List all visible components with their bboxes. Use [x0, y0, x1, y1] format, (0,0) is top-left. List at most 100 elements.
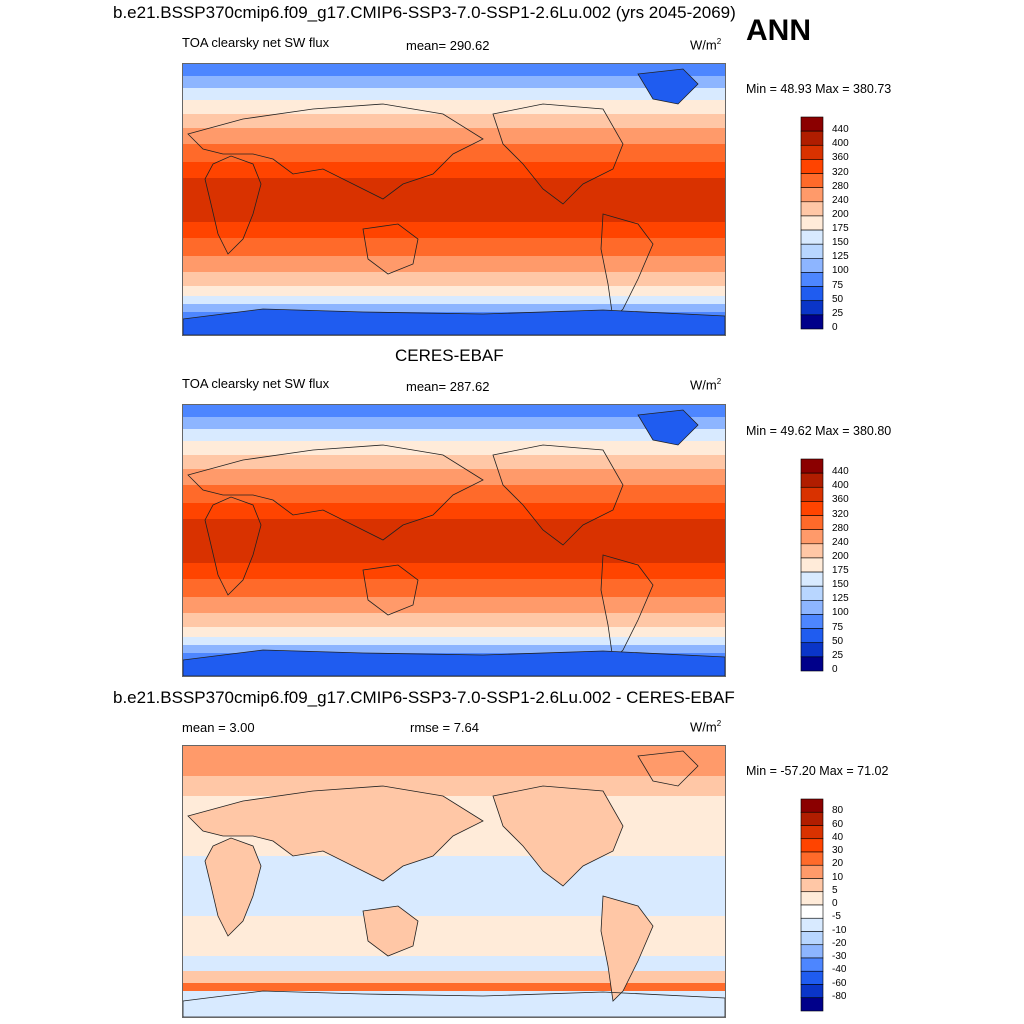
colorbar-swatch	[800, 286, 824, 302]
colorbar-swatch	[800, 515, 824, 530]
panel-model-title: b.e21.BSSP370cmip6.f09_g17.CMIP6-SSP3-7.…	[113, 3, 736, 22]
colorbar-swatch	[800, 891, 824, 906]
colorbar-tick-label: 150	[832, 579, 849, 591]
map-band	[183, 856, 725, 916]
colorbar-tick-label: 360	[832, 494, 849, 506]
panel-obs-minmax: Min = 49.62 Max = 380.80	[746, 424, 892, 438]
colorbar-swatch	[800, 851, 824, 866]
colorbar-tick-label: 75	[832, 621, 844, 633]
colorbar-tick-label: -80	[832, 990, 847, 1002]
colorbar-tick-label: 240	[832, 194, 849, 206]
map-band	[183, 272, 725, 286]
colorbar-swatch	[800, 258, 824, 273]
coastline	[204, 496, 262, 596]
coastline	[637, 409, 699, 446]
colorbar-tick-label: -10	[832, 924, 847, 936]
map-band	[183, 485, 725, 503]
colorbar-tick-label: 440	[832, 466, 849, 478]
colorbar-tick-label: -20	[832, 937, 847, 949]
colorbar-swatch	[800, 159, 824, 174]
colorbar-swatch	[800, 173, 824, 188]
colorbar-swatch	[800, 486, 824, 502]
colorbar-tick-label: 75	[832, 279, 844, 291]
colorbar-swatch	[800, 970, 824, 985]
colorbar-tick-label: -30	[832, 951, 847, 962]
panel-model-variable: TOA clearsky net SW flux	[182, 35, 330, 50]
colorbar-tick-label: -5	[832, 911, 841, 923]
map-band	[183, 88, 725, 100]
map-band	[183, 613, 725, 627]
map-band	[183, 76, 725, 88]
map-band	[183, 304, 725, 312]
colorbar-tick-label: 50	[832, 293, 844, 305]
coastline	[362, 564, 419, 616]
diff-map-fill	[183, 746, 725, 1017]
map-band	[183, 637, 725, 645]
map-band	[183, 627, 725, 637]
map-band	[183, 256, 725, 272]
colorbar-swatch	[800, 543, 824, 559]
map-band	[183, 983, 725, 991]
colorbar-tick-label: 0	[832, 898, 838, 909]
colorbar-tick-label: 240	[832, 536, 849, 548]
colorbar-swatch	[800, 984, 824, 999]
colorbar-swatch	[800, 904, 824, 919]
coastline	[637, 750, 699, 787]
colorbar-tick-label: 360	[832, 152, 849, 164]
coastline	[637, 68, 699, 105]
colorbar-tick-label: 50	[832, 635, 844, 647]
colorbar-swatch	[800, 944, 824, 959]
map-band	[183, 956, 725, 971]
map-band	[183, 645, 725, 653]
colorbar-tick-label: 80	[832, 805, 844, 817]
model-map-fill	[183, 64, 725, 335]
panel-model-mean: mean= 290.62	[406, 38, 490, 53]
colorbar-tick-label: 60	[832, 818, 844, 830]
colorbar-swatches	[800, 116, 824, 330]
map-band	[183, 162, 725, 178]
colorbar-tick-label: 200	[832, 550, 849, 562]
colorbar-tick-label: 400	[832, 480, 849, 492]
coastline	[362, 905, 419, 957]
colorbar-tick-label: 40	[832, 831, 844, 843]
colorbar-swatch	[800, 144, 824, 160]
map-band	[183, 971, 725, 983]
map-band	[183, 776, 725, 796]
map-band	[183, 991, 725, 1017]
colorbar-tick-label: -40	[832, 964, 847, 976]
panel-model-units: W/m2	[690, 37, 722, 53]
colorbar-swatch	[800, 130, 824, 146]
colorbar-swatch	[800, 600, 824, 615]
coastline	[187, 785, 484, 882]
coastline	[600, 554, 654, 661]
colorbar-tick-label: 125	[832, 251, 849, 263]
colorbar-tick-label: 320	[832, 166, 849, 178]
panel-model-map	[182, 63, 726, 336]
map-band	[183, 238, 725, 256]
panel-diff-title: b.e21.BSSP370cmip6.f09_g17.CMIP6-SSP3-7.…	[113, 688, 735, 707]
colorbar-swatch	[800, 243, 824, 259]
colorbar-tick-label: -60	[832, 977, 847, 989]
panel-obs-map	[182, 404, 726, 677]
colorbar-tick-label: 280	[832, 522, 849, 534]
colorbar-swatch	[800, 201, 824, 217]
map-band	[183, 441, 725, 455]
colorbar-swatch	[800, 187, 824, 203]
colorbar-tick-label: 150	[832, 237, 849, 249]
map-band	[183, 519, 725, 563]
colorbar-swatch	[800, 798, 824, 813]
panel-obs-variable: TOA clearsky net SW flux	[182, 376, 330, 391]
colorbar-swatch	[800, 838, 824, 853]
colorbar-tick-label: 175	[832, 223, 849, 235]
colorbar-tick-label: 280	[832, 180, 849, 192]
colorbar-tick-label: 10	[832, 871, 844, 883]
colorbar-swatch	[800, 628, 824, 644]
map-band	[183, 405, 725, 417]
colorbar-swatch	[800, 811, 824, 826]
colorbar-tick-label: 100	[832, 607, 849, 619]
colorbar-tick-label: 175	[832, 565, 849, 577]
coastline	[600, 213, 654, 320]
colorbar-swatch	[800, 931, 824, 946]
colorbar-swatch	[800, 642, 824, 658]
panel-obs-title: CERES-EBAF	[395, 346, 504, 365]
